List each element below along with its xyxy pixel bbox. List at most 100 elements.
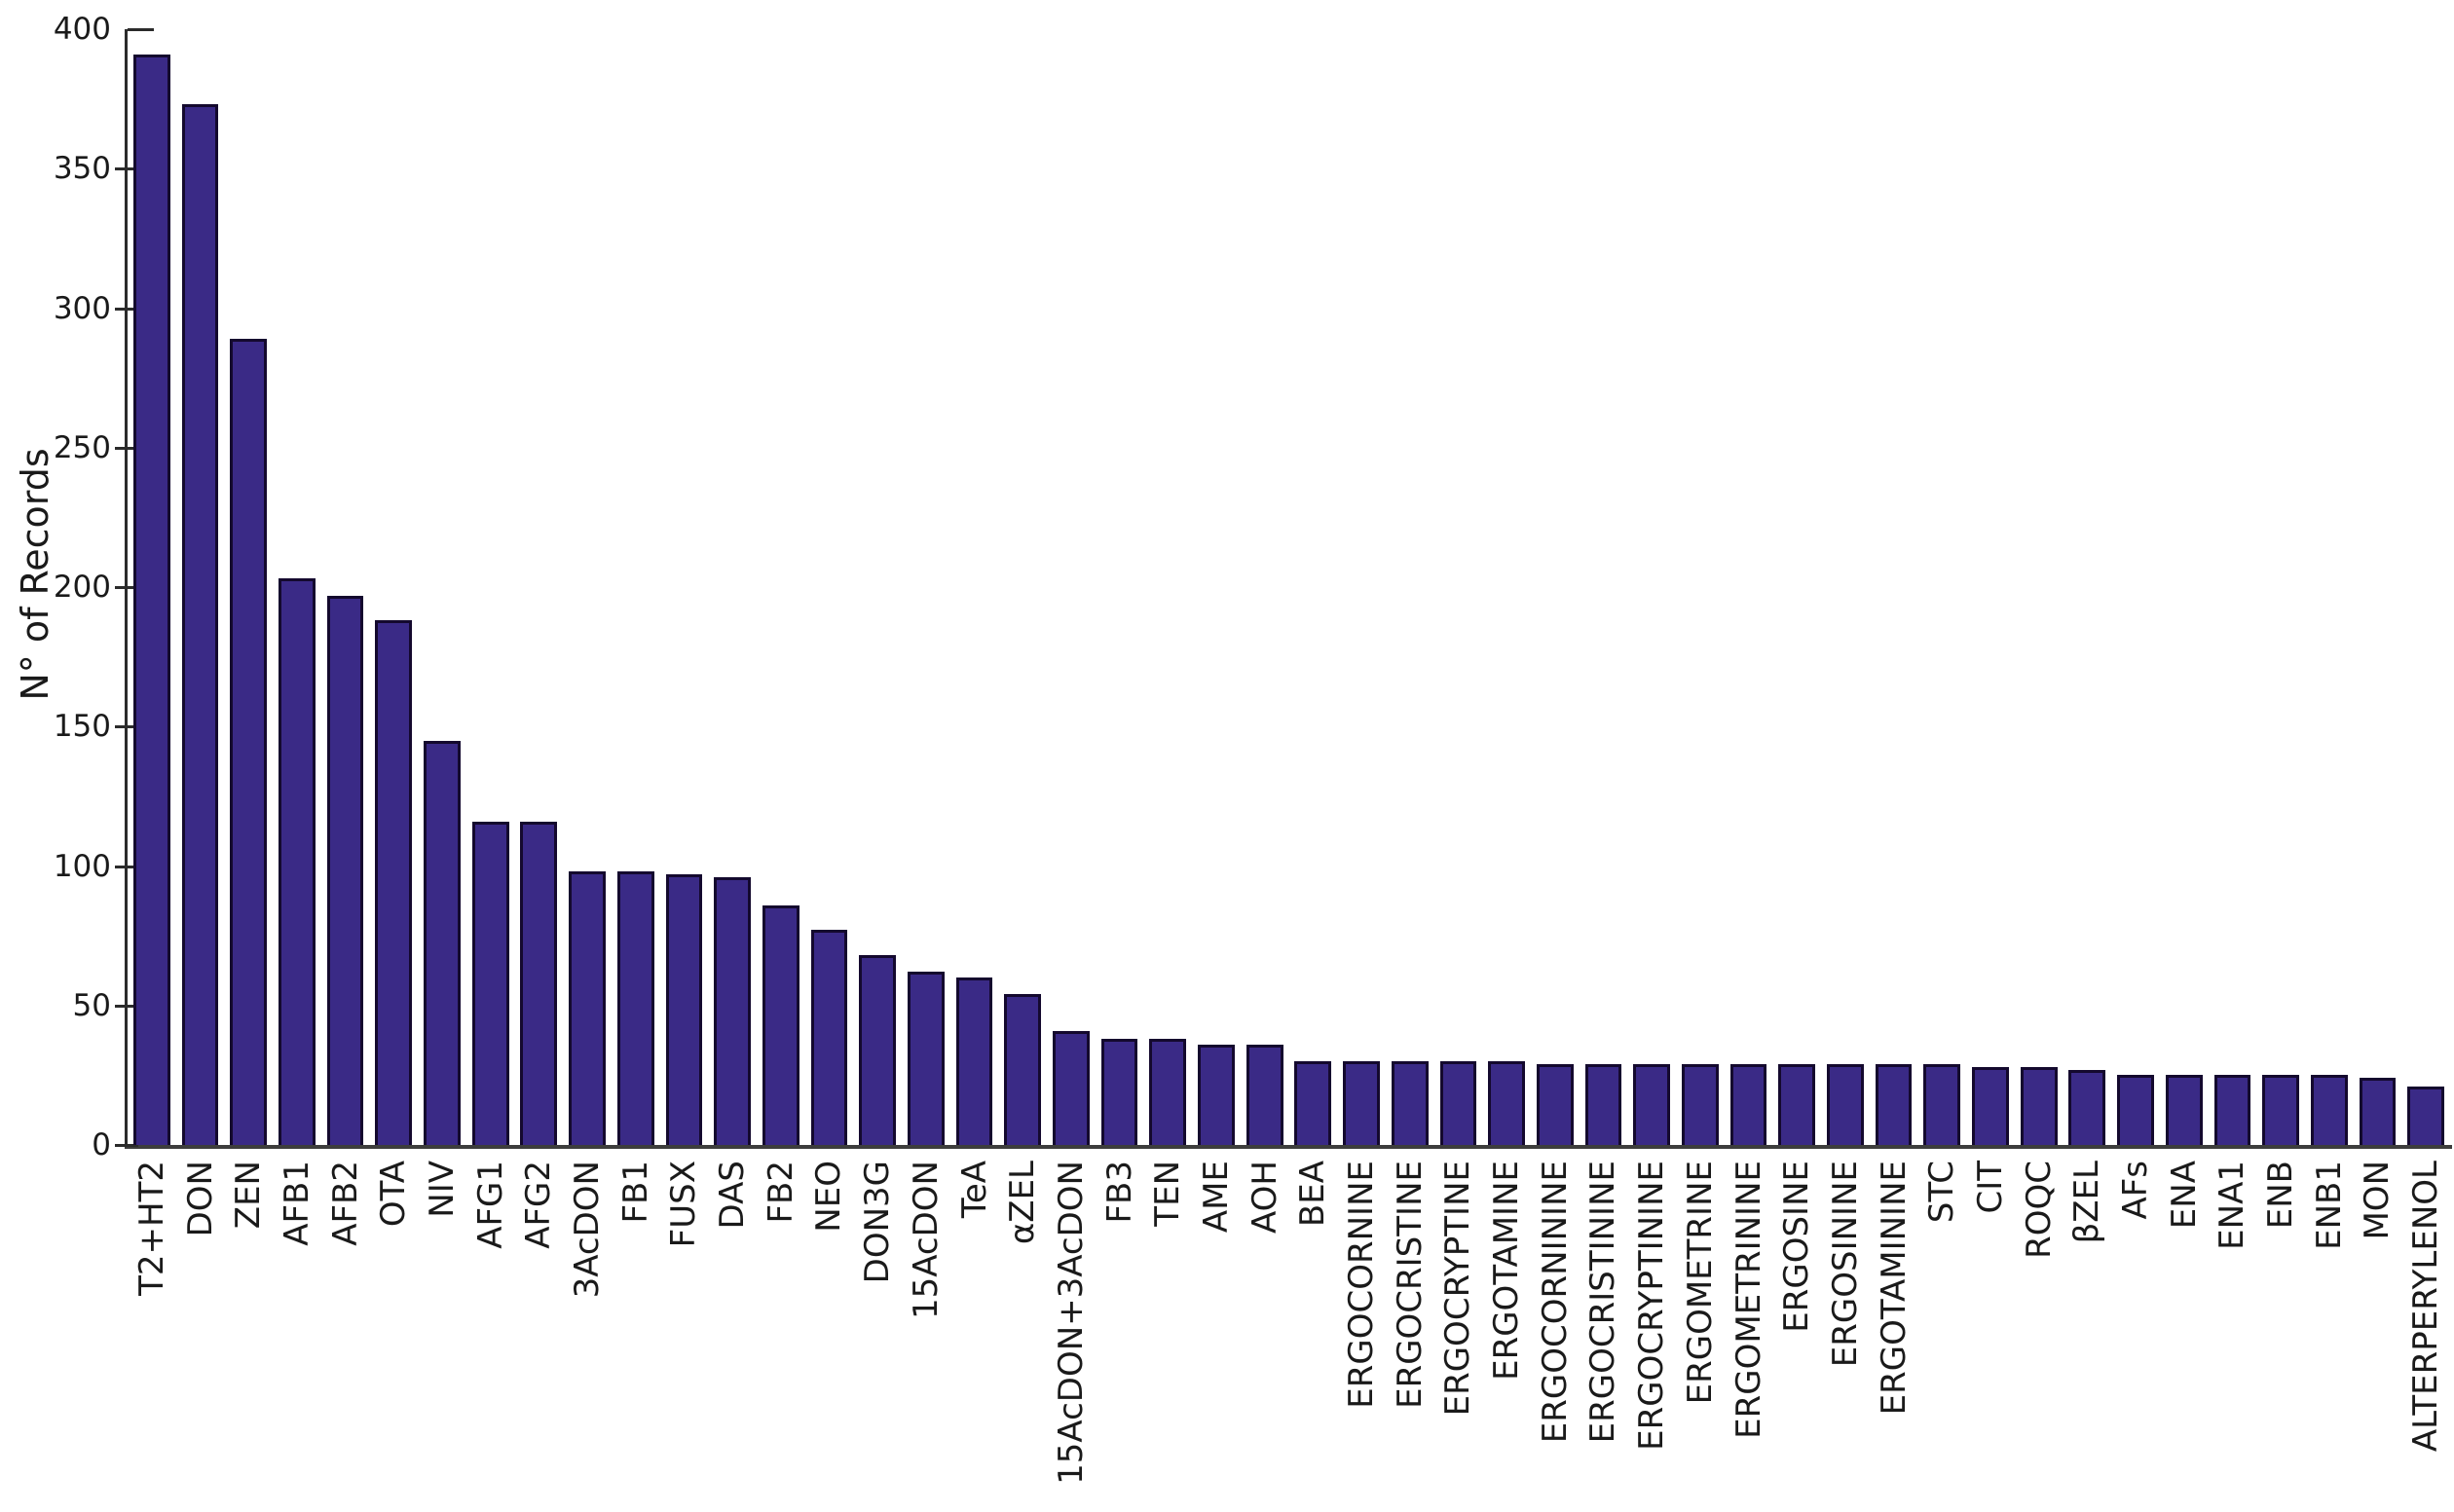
bar-ERGOMETRININE [1729, 1063, 1767, 1145]
x-tick-label-AFB1: AFB1 [277, 1161, 316, 1246]
bar-slot: ERGOCORNININE [1531, 29, 1580, 1443]
bar-AFG2 [520, 821, 558, 1145]
x-tick-label-DON: DON [180, 1161, 220, 1237]
bar-ENB [2262, 1075, 2299, 1145]
bar-slot: ROQC [2015, 29, 2064, 1259]
bar-CIT [1972, 1066, 2009, 1145]
bar-slot: ERGOCRISTINE [1386, 29, 1434, 1409]
bar-slot: ENA1 [2209, 29, 2257, 1250]
x-tick-label-ERGOSINE: ERGOSINE [1777, 1161, 1817, 1333]
bar-slot: αZEL [998, 29, 1047, 1244]
bar-slot: ENB [2256, 29, 2305, 1229]
x-tick-label-ENA1: ENA1 [2212, 1161, 2252, 1250]
bar-slot: AFG2 [515, 29, 564, 1249]
bar-NEO [810, 930, 848, 1145]
bar-ERGOCORNININE [1536, 1063, 1574, 1145]
y-tick-label-250: 250 [53, 429, 111, 465]
x-tick-label-15AcDON+3AcDON: 15AcDON+3AcDON [1051, 1161, 1091, 1485]
bar-AME [1198, 1044, 1235, 1145]
x-tick-label-ZEN: ZEN [229, 1161, 269, 1230]
x-tick-label-AOH: AOH [1245, 1161, 1284, 1234]
bar-AFs [2117, 1075, 2154, 1145]
x-tick-label-DAS: DAS [713, 1161, 753, 1230]
bar-ERGOSININE [1827, 1063, 1864, 1145]
bar-slot: AOH [1241, 29, 1289, 1234]
x-tick-label-DON3G: DON3G [858, 1161, 898, 1284]
bar-slot: OTA [369, 29, 418, 1227]
x-tick-label-AFG2: AFG2 [519, 1161, 559, 1249]
x-tick-label-ERGOTAMININE: ERGOTAMININE [1874, 1161, 1914, 1416]
y-tick-mark-0 [115, 1144, 138, 1147]
x-tick-label-AFG1: AFG1 [470, 1161, 510, 1249]
x-tick-label-βZEL: βZEL [2067, 1161, 2107, 1244]
x-tick-label-FB1: FB1 [615, 1161, 655, 1224]
bar-ERGOCRYPTINE [1439, 1061, 1477, 1145]
x-tick-label-ERGOCORNININE: ERGOCORNININE [1535, 1161, 1575, 1444]
bar-3AcDON [569, 871, 606, 1145]
bar-slot: 15AcDON+3AcDON [1047, 29, 1096, 1485]
bar-slot: TEN [1143, 29, 1192, 1227]
x-tick-label-3AcDON: 3AcDON [568, 1161, 608, 1299]
bar-FUSX [665, 874, 703, 1145]
bar-slot: FB3 [1096, 29, 1144, 1224]
x-tick-label-ENA: ENA [2164, 1161, 2204, 1230]
y-tick-mark-350 [115, 167, 138, 171]
bar-slot: ERGOMETRINE [1676, 29, 1725, 1404]
bar-slot: ALTERPERYLENOL [2401, 29, 2450, 1452]
x-tick-label-ERGOSININE: ERGOSININE [1825, 1161, 1865, 1368]
bar-NIV [424, 740, 461, 1145]
bar-βZEL [2068, 1069, 2106, 1145]
bar-slot: STC [1917, 29, 1966, 1223]
bar-slot: ERGOSINE [1772, 29, 1821, 1333]
bar-slot: AFG1 [466, 29, 515, 1249]
x-tick-label-T2+HT2: T2+HT2 [131, 1161, 171, 1296]
bar-AFG1 [471, 821, 509, 1145]
bar-AFB2 [326, 595, 364, 1145]
bar-ENB1 [2310, 1075, 2348, 1145]
y-tick-mark-400 [128, 28, 154, 31]
y-tick-label-400: 400 [53, 12, 111, 47]
bar-slot: ERGOMETRININE [1725, 29, 1773, 1439]
bar-slot: ENA [2160, 29, 2209, 1229]
bar-slot: AFs [2111, 29, 2160, 1220]
bar-T2+HT2 [132, 54, 170, 1145]
bar-slot: 15AcDON [902, 29, 950, 1319]
bar-FB2 [762, 904, 799, 1145]
bar-slot: 3AcDON [563, 29, 612, 1298]
bars-container: T2+HT2 DON ZEN AFB1 AFB2 OTA NIV AFG1 AFG2 3AcDON… [128, 29, 2450, 1485]
bar-slot: FB2 [757, 29, 805, 1224]
y-tick-label-150: 150 [53, 709, 111, 745]
bar-slot: MON [2354, 29, 2402, 1240]
x-tick-label-TeA: TeA [954, 1161, 994, 1219]
bar-slot: ERGOSININE [1821, 29, 1870, 1367]
bar-15AcDON+3AcDON [1053, 1030, 1090, 1145]
y-tick-mark-200 [115, 586, 138, 589]
bar-DAS [714, 876, 751, 1145]
bar-αZEL [1004, 994, 1042, 1145]
bar-TeA [955, 977, 993, 1145]
bar-slot: DON [176, 29, 225, 1236]
x-tick-label-NIV: NIV [422, 1161, 462, 1218]
bar-MON [2359, 1078, 2397, 1145]
bar-slot: ERGOTAMININE [1870, 29, 1918, 1415]
bar-slot: ERGOCORNINE [1337, 29, 1386, 1409]
x-tick-label-TEN: TEN [1148, 1161, 1188, 1227]
bar-ENA [2165, 1075, 2203, 1145]
y-tick-label-50: 50 [72, 987, 111, 1023]
x-tick-label-FUSX: FUSX [664, 1161, 704, 1248]
y-tick-label-100: 100 [53, 848, 111, 884]
bar-DON [181, 104, 219, 1145]
bar-slot: ERGOCRISTININE [1580, 29, 1628, 1443]
x-axis-line [125, 1145, 2452, 1149]
bar-slot: AFB1 [273, 29, 321, 1246]
bar-slot: βZEL [2064, 29, 2112, 1243]
y-tick-mark-250 [115, 446, 138, 450]
bar-ERGOTAMINE [1488, 1061, 1525, 1145]
bar-slot: CIT [1966, 29, 2015, 1214]
bar-slot: DON3G [853, 29, 902, 1283]
bar-ZEN [230, 339, 268, 1145]
y-tick-mark-150 [115, 725, 138, 729]
x-tick-label-ERGOCRYPTINE: ERGOCRYPTINE [1438, 1161, 1478, 1417]
bar-ROQC [2020, 1066, 2058, 1145]
